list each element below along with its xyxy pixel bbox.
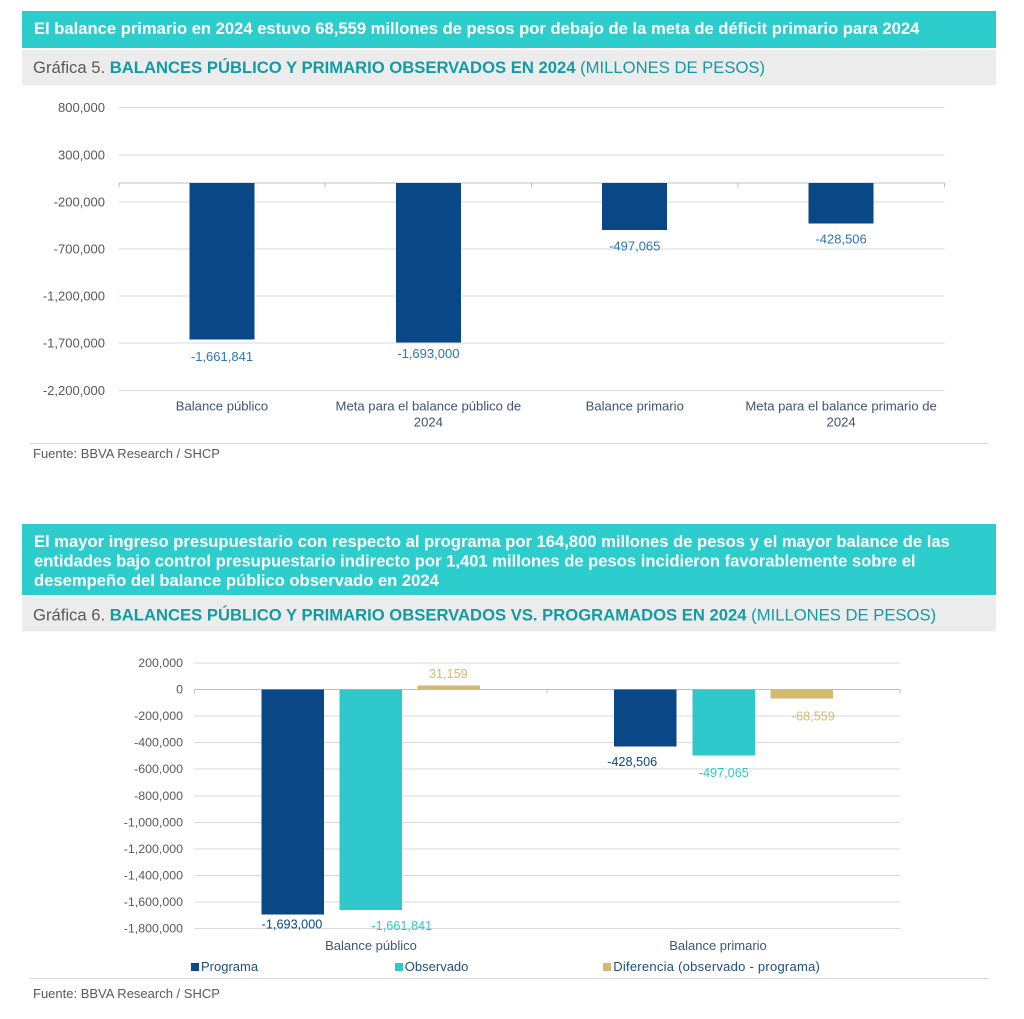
svg-text:-497,065: -497,065 xyxy=(609,239,660,254)
svg-text:Gráfica 6. BALANCES PÚBLICO Y: Gráfica 6. BALANCES PÚBLICO Y PRIMARIO O… xyxy=(33,606,936,625)
svg-text:-1,400,000: -1,400,000 xyxy=(124,868,183,882)
svg-text:-700,000: -700,000 xyxy=(54,242,105,257)
svg-text:desempeño del balance público: desempeño del balance público observado … xyxy=(34,571,440,590)
svg-text:-68,559: -68,559 xyxy=(792,710,835,724)
svg-text:-1,693,000: -1,693,000 xyxy=(397,346,459,361)
svg-text:Balance primario: Balance primario xyxy=(586,399,684,414)
svg-text:200,000: 200,000 xyxy=(138,656,183,670)
svg-text:Observado: Observado xyxy=(405,959,469,974)
svg-text:entidades bajo control presupu: entidades bajo control presupuestario in… xyxy=(34,552,916,571)
svg-text:2024: 2024 xyxy=(414,415,443,430)
svg-text:El balance primario en 2024 es: El balance primario en 2024 estuvo 68,55… xyxy=(34,19,920,38)
svg-text:-1,661,841: -1,661,841 xyxy=(191,349,253,364)
svg-text:Balance público: Balance público xyxy=(325,938,417,953)
svg-text:300,000: 300,000 xyxy=(58,147,105,162)
svg-text:Meta para el balance primario: Meta para el balance primario de xyxy=(745,399,936,414)
svg-text:Fuente: BBVA Research / SHCP: Fuente: BBVA Research / SHCP xyxy=(33,446,220,461)
svg-text:-428,506: -428,506 xyxy=(815,232,866,247)
svg-text:-200,000: -200,000 xyxy=(134,709,183,723)
svg-text:-428,506: -428,506 xyxy=(607,755,657,769)
svg-text:-200,000: -200,000 xyxy=(54,194,105,209)
svg-text:Fuente: BBVA Research / SHCP: Fuente: BBVA Research / SHCP xyxy=(33,986,220,1001)
svg-text:-1,693,000: -1,693,000 xyxy=(262,917,323,931)
svg-text:El mayor ingreso presupuestari: El mayor ingreso presupuestario con resp… xyxy=(34,532,950,551)
svg-text:800,000: 800,000 xyxy=(58,100,105,115)
svg-text:-600,000: -600,000 xyxy=(134,762,183,776)
svg-text:Programa: Programa xyxy=(201,959,259,974)
svg-text:-1,000,000: -1,000,000 xyxy=(124,815,183,829)
svg-text:-497,065: -497,065 xyxy=(699,766,749,780)
svg-text:-1,200,000: -1,200,000 xyxy=(43,289,105,304)
svg-text:-1,700,000: -1,700,000 xyxy=(43,336,105,351)
svg-text:0: 0 xyxy=(176,683,183,697)
svg-text:-1,800,000: -1,800,000 xyxy=(124,922,183,936)
svg-text:Gráfica 5. BALANCES PÚBLICO Y: Gráfica 5. BALANCES PÚBLICO Y PRIMARIO O… xyxy=(33,58,765,77)
svg-text:31,159: 31,159 xyxy=(429,667,468,681)
svg-text:-400,000: -400,000 xyxy=(134,736,183,750)
svg-text:2024: 2024 xyxy=(827,415,856,430)
svg-text:Meta para el balance público d: Meta para el balance público de xyxy=(336,399,522,414)
svg-text:-800,000: -800,000 xyxy=(134,789,183,803)
svg-text:-1,600,000: -1,600,000 xyxy=(124,895,183,909)
svg-text:-2,200,000: -2,200,000 xyxy=(43,383,105,398)
svg-text:Diferencia (observado - progra: Diferencia (observado - programa) xyxy=(613,959,820,974)
svg-text:Balance primario: Balance primario xyxy=(669,938,767,953)
svg-text:-1,661,841: -1,661,841 xyxy=(371,919,432,933)
svg-text:Balance público: Balance público xyxy=(176,399,268,414)
svg-text:-1,200,000: -1,200,000 xyxy=(124,842,183,856)
